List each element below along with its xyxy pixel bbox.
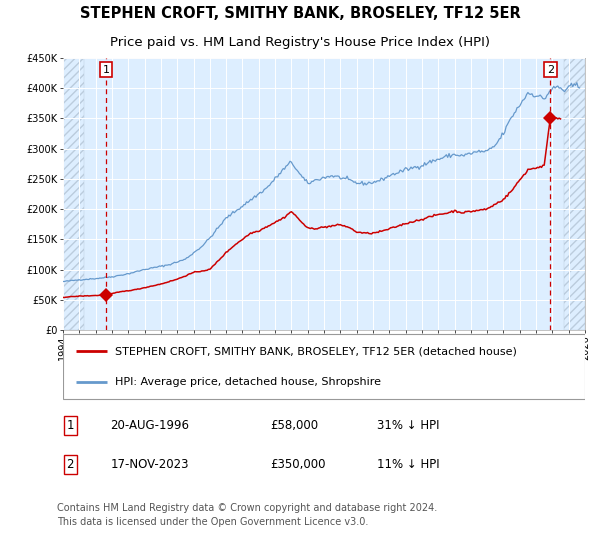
Text: 17-NOV-2023: 17-NOV-2023 [110,458,189,471]
Text: Contains HM Land Registry data © Crown copyright and database right 2024.
This d: Contains HM Land Registry data © Crown c… [57,503,437,527]
Text: 2: 2 [547,64,554,74]
Text: 2: 2 [67,458,74,471]
Text: Price paid vs. HM Land Registry's House Price Index (HPI): Price paid vs. HM Land Registry's House … [110,36,490,49]
Text: HPI: Average price, detached house, Shropshire: HPI: Average price, detached house, Shro… [115,377,381,388]
Text: £350,000: £350,000 [271,458,326,471]
Text: 20-AUG-1996: 20-AUG-1996 [110,419,190,432]
Text: 31% ↓ HPI: 31% ↓ HPI [377,419,440,432]
Text: STEPHEN CROFT, SMITHY BANK, BROSELEY, TF12 5ER: STEPHEN CROFT, SMITHY BANK, BROSELEY, TF… [80,6,520,21]
FancyBboxPatch shape [63,334,585,399]
Text: STEPHEN CROFT, SMITHY BANK, BROSELEY, TF12 5ER (detached house): STEPHEN CROFT, SMITHY BANK, BROSELEY, TF… [115,346,517,356]
Text: £58,000: £58,000 [271,419,319,432]
Text: 11% ↓ HPI: 11% ↓ HPI [377,458,440,471]
Text: 1: 1 [67,419,74,432]
Text: 1: 1 [103,64,109,74]
